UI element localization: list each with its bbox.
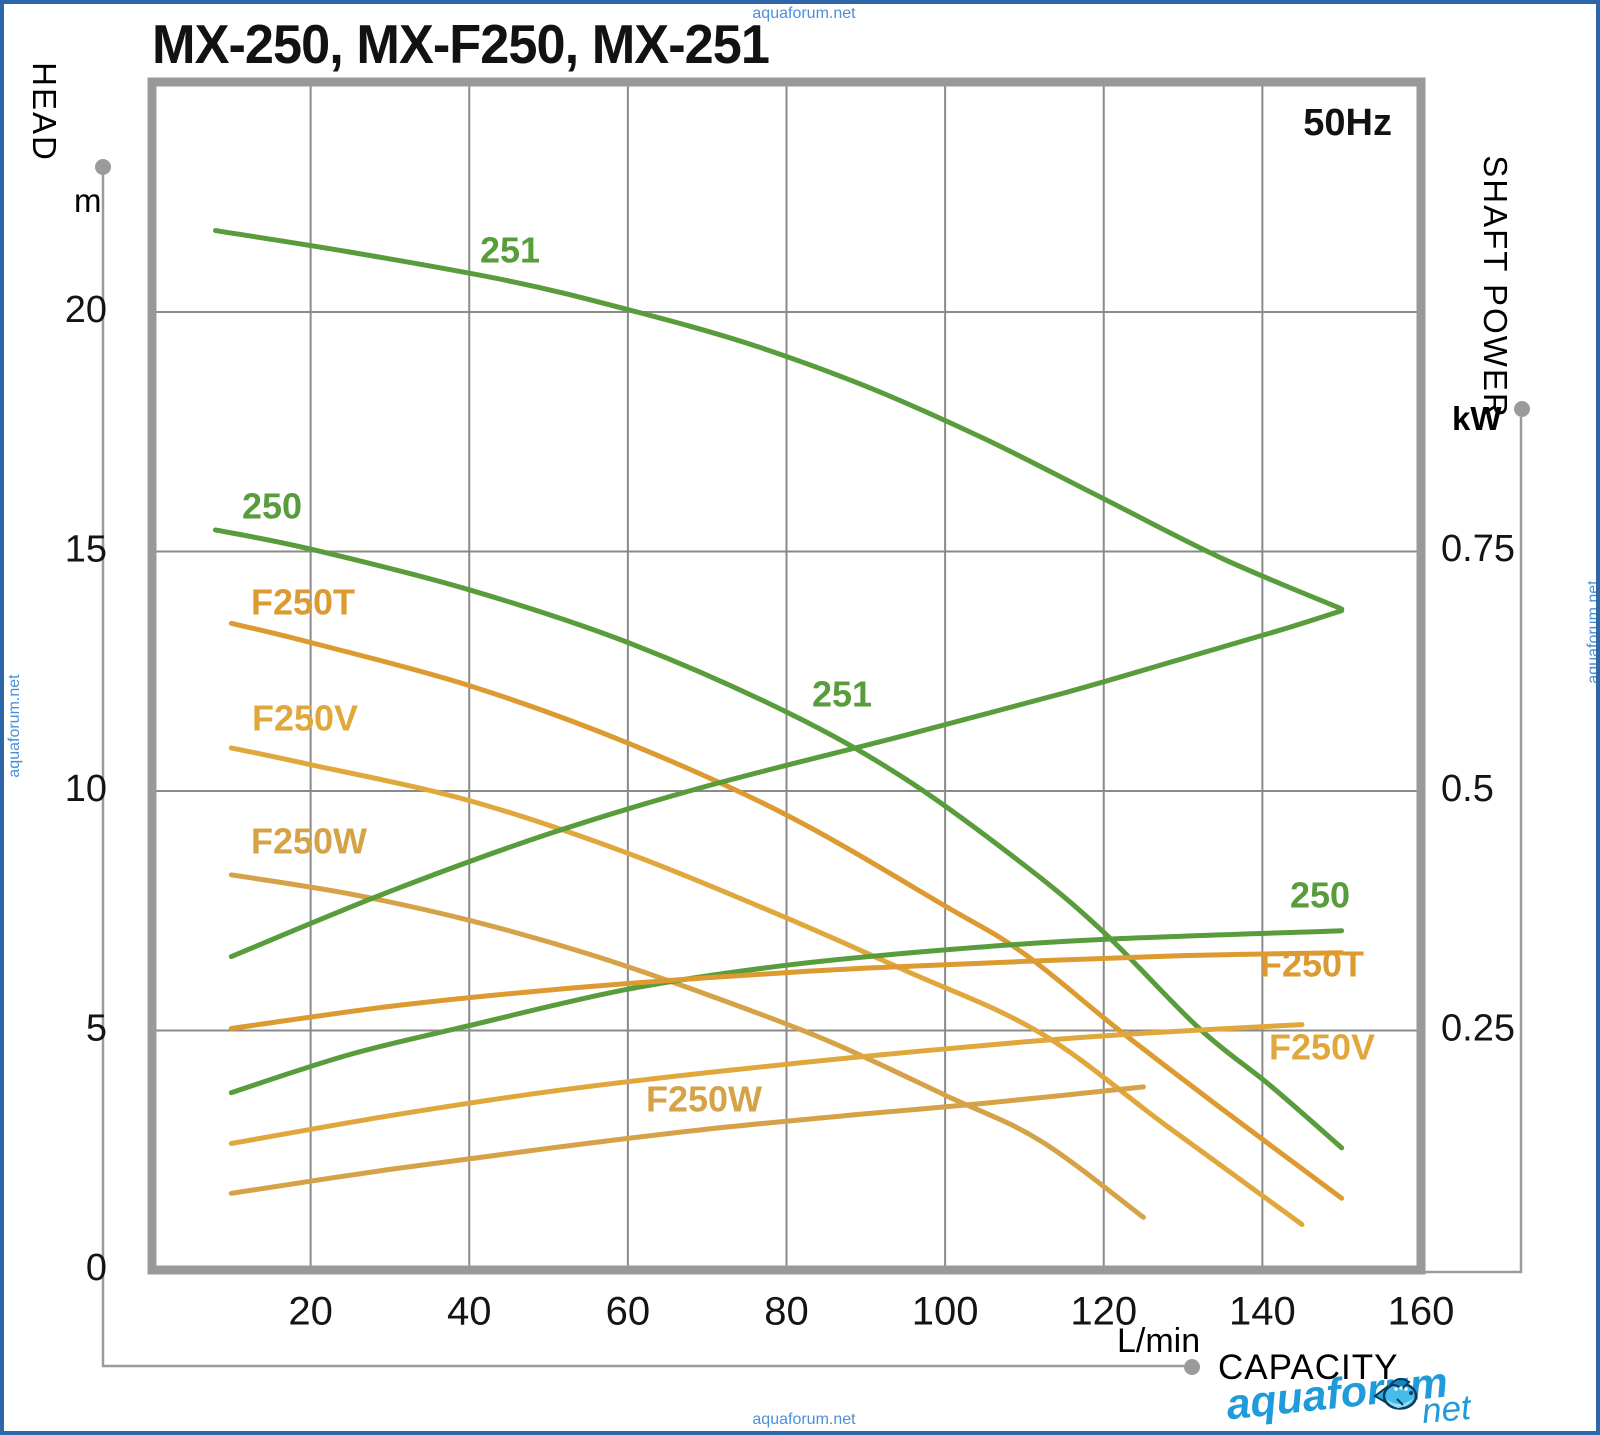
curve-power-251 [228,608,1345,960]
fish-icon [1372,1372,1420,1421]
curve-head-251 [212,228,1345,612]
capacity-tick-20: 20 [288,1290,333,1334]
shaft-power-tick-0.5: 0.5 [1441,768,1494,810]
shaft-power-axis-line [1425,417,1523,1274]
curve-head-F250T [228,620,1345,1201]
curve-label-head-F250W: F250W [251,821,367,862]
axis-dot-1 [1184,1359,1200,1375]
curve-label-head-251: 251 [480,230,540,271]
frequency-badge: 50Hz [1303,102,1392,144]
curve-label-head-F250T: F250T [251,582,355,623]
logo-word-2: net [1420,1387,1473,1432]
curve-power-F250W [228,1084,1146,1196]
capacity-tick-160: 160 [1388,1290,1455,1334]
capacity-tick-40: 40 [447,1290,492,1334]
axis-decorations [101,175,1523,1368]
capacity-tick-140: 140 [1229,1290,1296,1334]
capacity-axis-label: CAPACITY [1218,1348,1399,1387]
page-title: MX-250, MX-F250, MX-251 [152,13,770,75]
curve-label-power-F250T: F250T [1260,944,1364,985]
capacity-unit-label: L/min [1117,1322,1201,1360]
curve-power-F250V [228,1022,1305,1146]
head-tick-labels: 20 15 10 5 0 [65,289,107,1289]
head-tick-15: 15 [65,529,107,571]
chart-canvas: 251 250 F250T F250V F250W 251 250 F250T F250V F25… [4,4,1596,1431]
head-tick-20: 20 [65,289,107,331]
head-unit-label: m [74,182,102,219]
head-capacity-axis-line [101,175,1184,1368]
watermark-top: aquaforum.net [752,5,856,22]
capacity-tick-80: 80 [764,1290,809,1334]
curve-power-250 [228,928,1345,1096]
plot-border [147,77,1426,1275]
curve-head-F250V [228,745,1305,1227]
watermark-left: aquaforum.net [6,674,23,778]
capacity-tick-100: 100 [912,1290,979,1334]
head-tick-5: 5 [86,1008,107,1050]
shaft-power-tick-0.75: 0.75 [1441,528,1515,570]
capacity-tick-60: 60 [606,1290,651,1334]
curve-head-250 [212,527,1345,1151]
curve-power-F250T [228,950,1345,1031]
head-tick-10: 10 [65,768,107,810]
curve-label-power-250: 250 [1290,875,1350,916]
shaft-power-axis-label: SHAFT POWER [1477,155,1514,419]
capacity-tick-labels: 20 40 60 80 100 120 140 160 [288,1290,1454,1334]
gridlines [152,82,1421,1270]
watermark-right: aquaforum.net [1585,580,1600,684]
curve-label-power-251: 251 [812,674,872,715]
capacity-tick-120: 120 [1070,1290,1137,1334]
curve-label-power-F250W: F250W [646,1079,762,1120]
chart-svg: 251 250 F250T F250V F250W 251 250 F250T F250V F25… [65,77,1530,1375]
head-tick-0: 0 [86,1247,107,1289]
watermark-bottom: aquaforum.net [752,1411,856,1428]
shaft-power-tick-labels: 0.75 0.5 0.25 [1441,528,1515,1049]
head-axis-label: HEAD [26,62,63,162]
shaft-power-unit-label: kW [1452,400,1502,437]
aquaforum-logo: aquaforum net [1224,1359,1486,1432]
axis-dot-0 [95,159,111,175]
curve-label-head-250: 250 [242,486,302,527]
curve-label-power-F250V: F250V [1269,1027,1375,1068]
shaft-power-tick-0.25: 0.25 [1441,1007,1515,1049]
curve-head-F250W [228,872,1146,1220]
curve-label-head-F250V: F250V [252,698,358,739]
axis-dot-2 [1514,401,1530,417]
